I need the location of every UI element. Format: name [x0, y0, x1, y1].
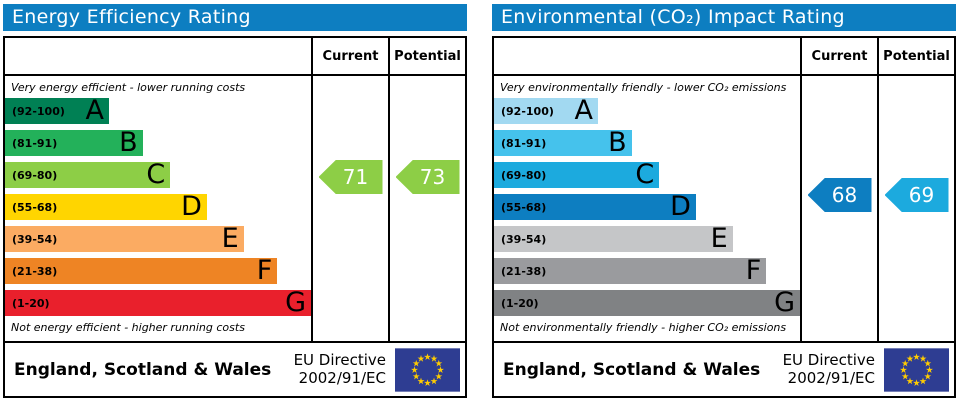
header-spacer	[494, 38, 800, 74]
table-footer: England, Scotland & Wales EU Directive 2…	[5, 341, 465, 396]
band-range: (39-54)	[12, 232, 58, 246]
band-range: (55-68)	[501, 200, 547, 214]
band-letter: C	[146, 159, 166, 190]
band-f: (21-38) F	[494, 255, 767, 286]
band-a: (92-100) A	[494, 95, 599, 126]
panel-title: Environmental (CO₂) Impact Rating	[492, 4, 956, 31]
rating-scale: Very energy efficient - lower running co…	[5, 76, 311, 341]
band-range: (69-80)	[501, 168, 547, 182]
bottom-note: Not environmentally friendly - higher CO…	[500, 321, 787, 334]
eu-flag-icon	[884, 347, 949, 392]
band-range: (21-38)	[501, 264, 547, 278]
potential-rating-arrow: 73	[395, 160, 460, 194]
eu-directive-line2: 2002/91/EC	[298, 368, 386, 387]
band-range: (92-100)	[501, 104, 554, 118]
region-label: England, Scotland & Wales	[503, 359, 761, 380]
table-body: Very energy efficient - lower running co…	[5, 76, 465, 341]
band-range: (1-20)	[12, 296, 50, 310]
rating-scale: Very environmentally friendly - lower CO…	[494, 76, 800, 341]
band-range: (21-38)	[12, 264, 58, 278]
current-column-header: Current	[311, 38, 388, 74]
band-range: (92-100)	[12, 104, 65, 118]
eu-directive-line1: EU Directive	[293, 350, 386, 369]
band-g: (1-20) G	[5, 287, 311, 318]
header-spacer	[5, 38, 311, 74]
band-range: (39-54)	[501, 232, 547, 246]
current-rating-arrow: 71	[318, 160, 383, 194]
band-letter: D	[181, 191, 202, 222]
band-c: (69-80) C	[494, 159, 660, 190]
table-body: Very environmentally friendly - lower CO…	[494, 76, 954, 341]
rating-bands: (92-100) A (81-91) B (69-80) C (55-68)	[5, 95, 311, 318]
band-letter: B	[119, 127, 138, 158]
band-e: (39-54) E	[5, 223, 244, 254]
band-range: (81-91)	[12, 136, 58, 150]
environmental-impact-panel: Environmental (CO₂) Impact Rating Curren…	[492, 4, 956, 398]
potential-column: 69	[877, 76, 954, 341]
band-range: (69-80)	[12, 168, 58, 182]
band-letter: F	[745, 255, 762, 286]
table-header-row: Current Potential	[5, 38, 465, 76]
band-range: (1-20)	[501, 296, 539, 310]
band-letter: C	[635, 159, 655, 190]
potential-rating-arrow: 69	[884, 178, 949, 212]
band-a: (92-100) A	[5, 95, 110, 126]
band-c: (69-80) C	[5, 159, 171, 190]
potential-column-header: Potential	[388, 38, 465, 74]
current-column-header: Current	[800, 38, 877, 74]
eu-directive-line1: EU Directive	[782, 350, 875, 369]
band-letter: E	[221, 223, 239, 254]
band-letter: G	[285, 287, 306, 318]
band-range: (81-91)	[501, 136, 547, 150]
band-letter: E	[710, 223, 728, 254]
top-note: Very energy efficient - lower running co…	[11, 81, 246, 94]
table-footer: England, Scotland & Wales EU Directive 2…	[494, 341, 954, 396]
eu-flag-icon	[395, 347, 460, 392]
band-letter: B	[608, 127, 627, 158]
eu-directive-line2: 2002/91/EC	[787, 368, 875, 387]
table-header-row: Current Potential	[494, 38, 954, 76]
potential-column-header: Potential	[877, 38, 954, 74]
panel-title: Energy Efficiency Rating	[3, 4, 467, 31]
band-letter: A	[574, 95, 594, 126]
rating-bands: (92-100) A (81-91) B (69-80) C (55-68)	[494, 95, 800, 318]
band-letter: A	[85, 95, 105, 126]
band-g: (1-20) G	[494, 287, 800, 318]
current-rating-arrow: 68	[807, 178, 872, 212]
band-letter: F	[256, 255, 273, 286]
band-e: (39-54) E	[494, 223, 733, 254]
bottom-note: Not energy efficient - higher running co…	[11, 321, 245, 334]
band-d: (55-68) D	[494, 191, 696, 222]
region-label: England, Scotland & Wales	[14, 359, 272, 380]
band-letter: D	[670, 191, 691, 222]
current-column: 68	[800, 76, 877, 341]
current-column: 71	[311, 76, 388, 341]
band-range: (55-68)	[12, 200, 58, 214]
band-b: (81-91) B	[494, 127, 632, 158]
band-letter: G	[774, 287, 795, 318]
band-b: (81-91) B	[5, 127, 143, 158]
eu-directive-label: EU Directive 2002/91/EC	[782, 350, 875, 387]
energy-efficiency-panel: Energy Efficiency Rating Current Potenti…	[3, 4, 467, 398]
eu-directive-label: EU Directive 2002/91/EC	[293, 350, 386, 387]
rating-table: Current Potential Very environmentally f…	[492, 36, 956, 398]
band-f: (21-38) F	[5, 255, 278, 286]
band-d: (55-68) D	[5, 191, 207, 222]
potential-column: 73	[388, 76, 465, 341]
top-note: Very environmentally friendly - lower CO…	[500, 81, 787, 94]
rating-table: Current Potential Very energy efficient …	[3, 36, 467, 398]
